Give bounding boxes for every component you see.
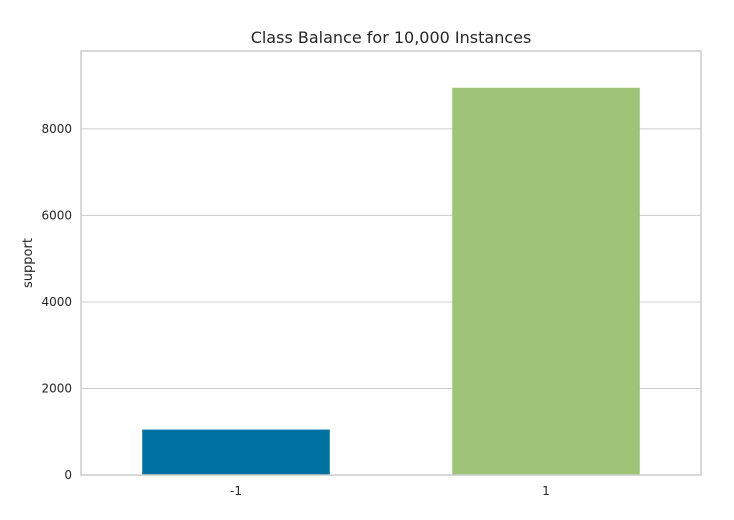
x-tick-label: 1 (542, 484, 550, 498)
x-tick-label: -1 (230, 484, 242, 498)
x-axis-ticks: -1 1 (230, 484, 550, 498)
y-tick-label: 4000 (41, 295, 72, 309)
bars (142, 87, 640, 475)
y-tick-label: 6000 (41, 208, 72, 222)
bar-class--1 (142, 429, 330, 475)
y-tick-label: 2000 (41, 381, 72, 395)
bar-class-1 (452, 87, 640, 475)
y-axis-ticks: 0 2000 4000 6000 8000 (41, 122, 72, 482)
y-tick-label: 8000 (41, 122, 72, 136)
chart-title: Class Balance for 10,000 Instances (251, 28, 532, 47)
y-axis-label: support (21, 238, 36, 288)
plot-frame (80, 50, 702, 476)
y-tick-label: 0 (64, 468, 72, 482)
